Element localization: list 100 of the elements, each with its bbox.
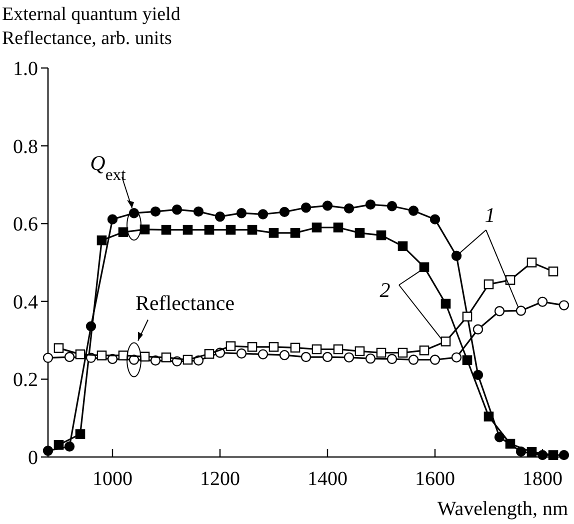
point — [451, 250, 462, 261]
point — [398, 348, 408, 358]
point — [419, 262, 430, 272]
point — [279, 350, 290, 360]
y-tick-label: 0 — [28, 447, 38, 469]
point — [75, 349, 86, 360]
point — [226, 224, 236, 235]
point — [258, 209, 268, 220]
point — [472, 324, 484, 335]
point — [354, 346, 365, 356]
point — [386, 200, 398, 212]
point — [333, 344, 344, 354]
point — [290, 342, 300, 353]
point — [312, 344, 322, 354]
point — [182, 224, 193, 235]
point — [226, 341, 236, 352]
point — [140, 224, 150, 234]
point — [204, 349, 214, 359]
point — [408, 354, 419, 365]
point — [96, 235, 107, 246]
y-tick-label: 0.2 — [13, 369, 38, 392]
point — [54, 343, 64, 353]
point — [516, 306, 526, 316]
y-tick-label: 0.8 — [13, 136, 38, 158]
point — [419, 346, 430, 356]
point — [548, 266, 558, 276]
point — [398, 241, 408, 252]
point — [376, 230, 386, 240]
point — [354, 228, 365, 238]
point — [42, 352, 54, 363]
point — [118, 350, 128, 360]
point — [462, 312, 472, 322]
point — [193, 206, 204, 217]
point — [258, 349, 268, 360]
x-tick-label: 1600 — [415, 468, 455, 490]
point — [386, 354, 398, 364]
point — [161, 224, 172, 235]
point — [300, 352, 312, 362]
annotation: 1 — [484, 203, 496, 227]
point — [107, 214, 118, 224]
point — [494, 306, 505, 316]
point — [182, 354, 193, 365]
point — [548, 450, 558, 460]
y-axis-title: External quantum yield Reflectance, arb. units — [2, 4, 181, 49]
point — [558, 450, 570, 460]
point — [440, 298, 451, 309]
x-tick-label: 1400 — [308, 468, 348, 490]
point — [300, 202, 312, 213]
point — [236, 348, 247, 359]
y-tick-label: 0.6 — [13, 214, 38, 236]
point — [376, 348, 386, 358]
point — [484, 279, 494, 290]
point — [161, 352, 172, 362]
point — [64, 352, 75, 362]
point — [75, 429, 86, 439]
point — [268, 342, 279, 352]
point — [322, 200, 333, 211]
point — [408, 206, 419, 216]
point — [333, 222, 344, 232]
point — [558, 300, 570, 310]
point — [140, 352, 150, 362]
y-tick-label: 1.0 — [13, 58, 38, 80]
x-tick-label: 1000 — [92, 468, 132, 490]
point — [96, 350, 107, 360]
point — [365, 353, 376, 364]
x-tick-label: 1200 — [200, 468, 240, 490]
point — [472, 370, 484, 380]
annotation: Reflectance — [135, 291, 235, 315]
annotation: 2 — [380, 278, 391, 302]
point — [204, 224, 214, 235]
point — [344, 352, 354, 363]
point — [505, 438, 516, 449]
point — [430, 354, 440, 365]
point — [236, 208, 247, 218]
point — [268, 228, 279, 238]
point — [247, 342, 258, 352]
annotation: Q$_{ext}$ — [90, 151, 126, 184]
point — [150, 206, 161, 217]
point — [494, 432, 505, 442]
point — [430, 214, 440, 224]
point — [451, 352, 462, 363]
point — [537, 296, 548, 307]
point — [526, 447, 537, 457]
point — [505, 275, 516, 285]
point — [312, 222, 322, 232]
x-axis-title: Wavelength, nm — [437, 498, 568, 520]
y-tick-label: 0.4 — [13, 291, 38, 314]
point — [118, 227, 128, 238]
x-tick-label: 1800 — [522, 468, 562, 490]
point — [54, 440, 64, 450]
point — [172, 204, 182, 215]
point — [484, 412, 494, 422]
point — [247, 224, 258, 235]
point — [64, 441, 75, 452]
point — [279, 206, 290, 218]
point — [290, 228, 300, 238]
point — [322, 352, 333, 362]
point — [214, 212, 226, 222]
point — [365, 199, 376, 210]
point — [526, 258, 537, 268]
